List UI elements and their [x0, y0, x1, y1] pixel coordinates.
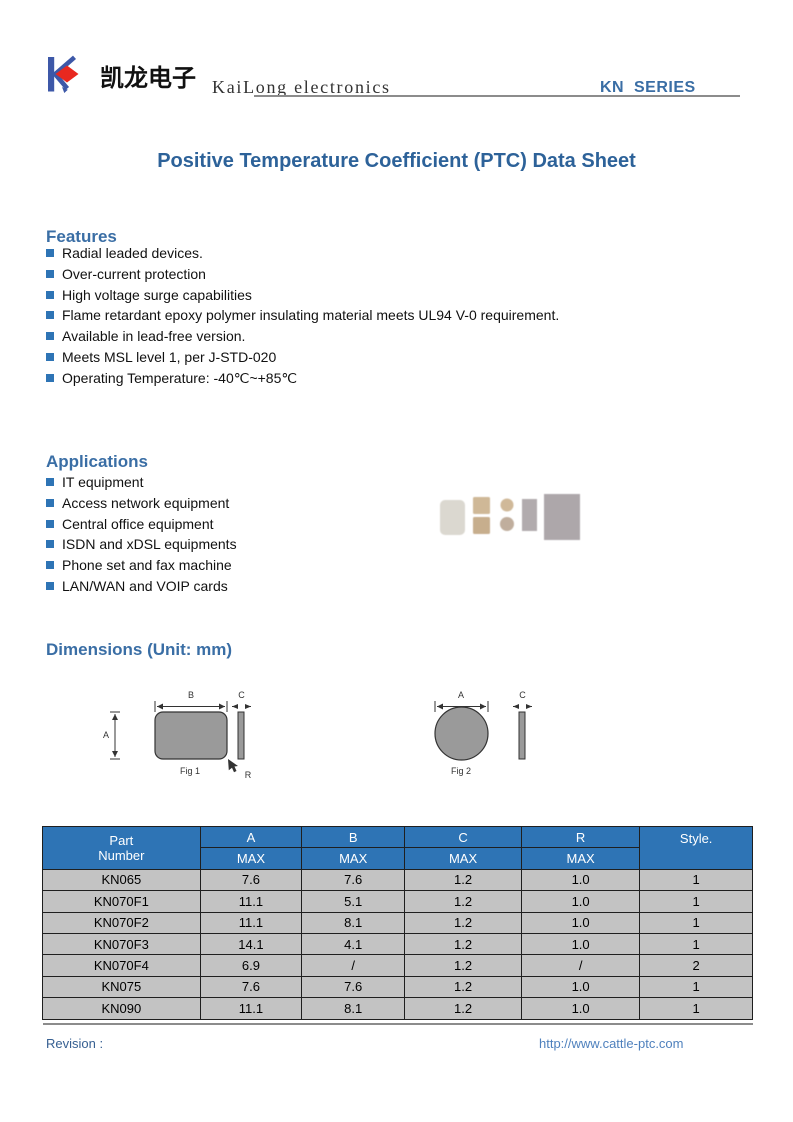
svg-text:Fig 2: Fig 2	[451, 766, 471, 776]
svg-text:C: C	[519, 690, 526, 700]
svg-text:A: A	[103, 730, 109, 740]
svg-text:R: R	[245, 770, 252, 780]
svg-text:A: A	[458, 690, 464, 700]
svg-text:Fig 1: Fig 1	[180, 766, 200, 776]
svg-text:C: C	[238, 690, 245, 700]
svg-text:B: B	[188, 690, 194, 700]
